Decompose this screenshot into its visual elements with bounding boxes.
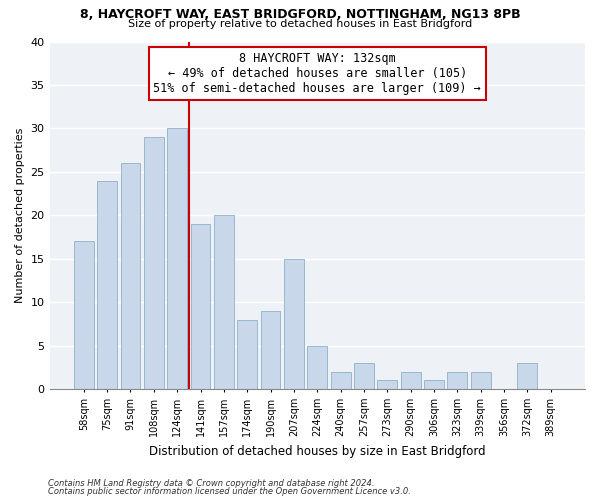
Bar [97, 180, 117, 389]
Bar [191, 224, 211, 389]
Text: Contains HM Land Registry data © Crown copyright and database right 2024.: Contains HM Land Registry data © Crown c… [48, 478, 374, 488]
Text: 8, HAYCROFT WAY, EAST BRIDGFORD, NOTTINGHAM, NG13 8PB: 8, HAYCROFT WAY, EAST BRIDGFORD, NOTTING… [80, 8, 520, 20]
Bar [121, 163, 140, 389]
Bar [424, 380, 444, 389]
Text: 8 HAYCROFT WAY: 132sqm
← 49% of detached houses are smaller (105)
51% of semi-de: 8 HAYCROFT WAY: 132sqm ← 49% of detached… [154, 52, 481, 95]
Bar [260, 311, 280, 389]
Bar [377, 380, 397, 389]
Text: Contains public sector information licensed under the Open Government Licence v3: Contains public sector information licen… [48, 487, 411, 496]
Bar [284, 258, 304, 389]
Text: Size of property relative to detached houses in East Bridgford: Size of property relative to detached ho… [128, 19, 472, 29]
Bar [401, 372, 421, 389]
Bar [307, 346, 327, 389]
Bar [144, 137, 164, 389]
Bar [331, 372, 350, 389]
Bar [517, 363, 538, 389]
Bar [354, 363, 374, 389]
Y-axis label: Number of detached properties: Number of detached properties [15, 128, 25, 303]
Bar [448, 372, 467, 389]
X-axis label: Distribution of detached houses by size in East Bridgford: Distribution of detached houses by size … [149, 444, 485, 458]
Bar [471, 372, 491, 389]
Bar [238, 320, 257, 389]
Bar [214, 216, 234, 389]
Bar [74, 242, 94, 389]
Bar [167, 128, 187, 389]
